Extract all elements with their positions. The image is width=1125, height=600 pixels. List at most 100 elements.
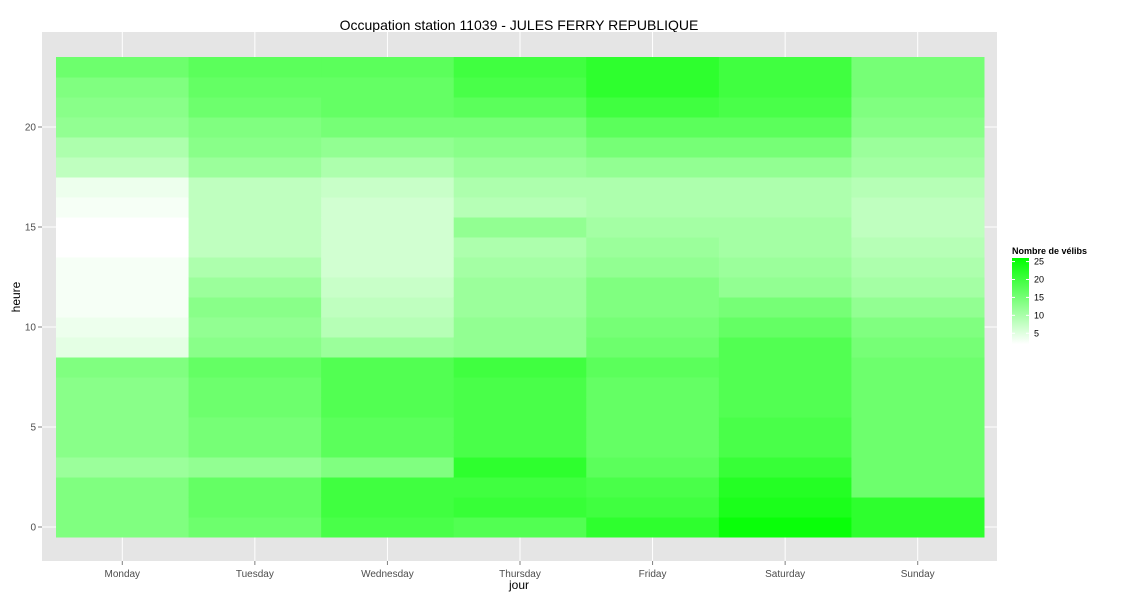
heatmap-cell [718,277,852,298]
heatmap-cell [453,417,587,438]
heatmap-cell [321,477,455,498]
heatmap-cell [188,317,322,338]
heatmap-cell [56,477,190,498]
heatmap-cell [188,177,322,198]
heatmap-cell [586,97,720,118]
heatmap-cell [586,377,720,398]
heatmap-cell [188,137,322,158]
heatmap-cell [453,237,587,258]
legend-tick-label: 10 [1034,310,1044,320]
heatmap-cell [453,137,587,158]
heatmap-cell [56,137,190,158]
heatmap-cell [718,517,852,538]
heatmap-cell [56,277,190,298]
heatmap-cell [56,157,190,178]
heatmap-cell [851,517,985,538]
heatmap-cell [188,397,322,418]
heatmap-cell [188,297,322,318]
heatmap-cell [188,237,322,258]
heatmap-cell [321,77,455,98]
heatmap-cell [851,117,985,138]
heatmap-cell [851,57,985,78]
heatmap-cell [321,317,455,338]
heatmap-cell [56,437,190,458]
heatmap-cell [321,157,455,178]
legend-title: Nombre de vélibs [1012,246,1087,256]
heatmap-cell [718,357,852,378]
heatmap-cell [56,297,190,318]
heatmap-cell [586,217,720,238]
heatmap-cell [453,157,587,178]
heatmap-cell [56,237,190,258]
legend-tick-label: 15 [1034,292,1044,302]
heatmap-cell [586,337,720,358]
legend: Nombre de vélibs 5 10 15 20 25 [1012,246,1087,344]
heatmap-cell [851,477,985,498]
heatmap-cell [453,277,587,298]
heatmap-cell [851,217,985,238]
heatmap-cell [56,517,190,538]
heatmap-cell [586,117,720,138]
legend-ticks: 5 10 15 20 25 [1012,257,1044,338]
heatmap-cell [56,457,190,478]
heatmap-cell [453,437,587,458]
heatmap-cell [851,417,985,438]
heatmap-cell [453,177,587,198]
heatmap-cell [586,57,720,78]
heatmap-cell [586,477,720,498]
heatmap-cell [586,177,720,198]
x-tick-label: Saturday [765,569,805,580]
heatmap-cell [851,317,985,338]
legend-colorbar [1012,258,1029,344]
heatmap-cell [56,337,190,358]
heatmap-cell [718,457,852,478]
heatmap-cell [718,337,852,358]
heatmap-cell [453,257,587,278]
heatmap-cell [586,497,720,518]
heatmap-cell [188,77,322,98]
heatmap-cell [718,177,852,198]
heatmap-cell [453,77,587,98]
x-axis-ticks: Monday Tuesday Wednesday Thursday Friday Satu… [104,561,935,580]
heatmap-cell [718,57,852,78]
heatmap-cell [453,377,587,398]
heatmap-cell [56,57,190,78]
heatmap-cell [188,97,322,118]
heatmap-cell [851,297,985,318]
heatmap-cell [188,157,322,178]
heatmap-cell [718,97,852,118]
y-tick-label: 5 [30,423,36,434]
heatmap-cell [56,357,190,378]
y-tick-label: 10 [25,323,37,334]
heatmap-cell [851,277,985,298]
heatmap-cell [188,277,322,298]
heatmap-cell [321,137,455,158]
heatmap-cell [453,337,587,358]
heatmap-cell [718,417,852,438]
heatmap-cell [188,517,322,538]
heatmap-cell [453,357,587,378]
heatmap-cell [321,97,455,118]
heatmap-cell [321,437,455,458]
heatmap-cell [718,397,852,418]
y-axis-title: heure [9,281,23,312]
legend-tick-label: 20 [1034,275,1044,285]
heatmap-cell [56,97,190,118]
heatmap-cell [321,517,455,538]
heatmap-cell [321,117,455,138]
heatmap-cell [586,317,720,338]
heatmap-cell [453,517,587,538]
heatmap-cell [851,337,985,358]
heatmap-cell [453,497,587,518]
heatmap-cell [718,497,852,518]
heatmap-cell [188,197,322,218]
heatmap-cell [321,177,455,198]
heatmap-cell [321,297,455,318]
heatmap-cell [851,237,985,258]
heatmap-cell [188,477,322,498]
heatmap-cell [56,177,190,198]
x-tick-label: Wednesday [361,569,414,580]
heatmap-cell [56,217,190,238]
heatmap-cell [586,357,720,378]
